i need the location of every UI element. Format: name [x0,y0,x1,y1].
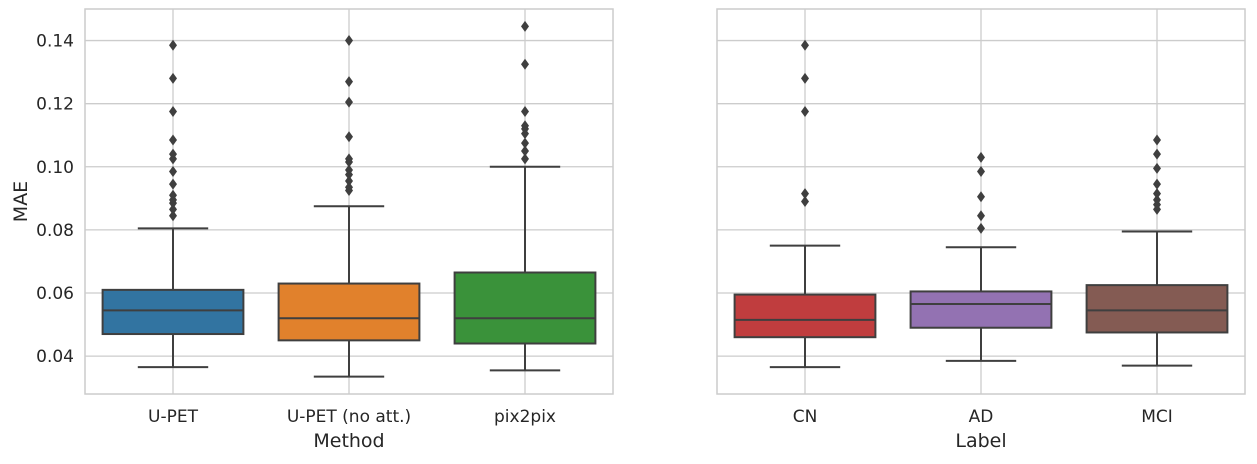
box-iqr [1085,284,1229,334]
outlier-point [521,58,529,70]
outlier-point [521,137,529,149]
y-tick-label: 0.14 [36,32,74,52]
outlier-point [345,96,353,108]
outlier-point [1153,178,1161,190]
outlier-point [1153,162,1161,174]
box-mci [1085,134,1229,367]
chart-panel-1: 0.04 0.06 0.08 0.10 0.12 0.14 U-PET U-PET (no a… [10,8,614,452]
y-tick-label: 0.06 [36,284,74,304]
outlier-point [977,222,985,234]
x-tick-label: pix2pix [494,407,556,427]
y-tick-label: 0.10 [36,158,74,178]
x-tick-label: U-PET (no att.) [287,407,411,427]
y-tick-label: 0.12 [36,95,74,115]
outlier-point [169,134,177,146]
outlier-point [345,181,353,193]
box-iqr [909,290,1053,329]
outlier-point [345,35,353,47]
box-iqr [733,293,877,339]
outlier-point [801,39,809,51]
box-u-pet [101,39,245,369]
outlier-point [521,106,529,118]
outlier-point [521,145,529,157]
outlier-point [169,148,177,160]
outlier-point [169,106,177,118]
x-tick-label: U-PET [148,407,199,427]
outlier-point [1153,194,1161,206]
outlier-point [521,120,529,132]
box-pix2pix [453,20,597,372]
x-axis-title: Label [955,430,1006,452]
x-axis-title: Method [313,430,384,452]
box-cn [733,39,877,369]
outlier-point [521,153,529,165]
outlier-point [169,210,177,222]
outlier-point [1153,188,1161,200]
outlier-point [345,164,353,176]
outlier-point [169,166,177,178]
outlier-point [977,151,985,163]
x-tick-label: MCI [1141,407,1173,427]
outlier-point [801,106,809,118]
x-tick-label: AD [969,407,994,427]
box-iqr [277,282,421,342]
outlier-point [169,72,177,84]
chart-panel-2: CN AD MCI Label [716,8,1246,452]
outlier-point [169,203,177,215]
outlier-point [1153,148,1161,160]
outlier-point [977,166,985,178]
outlier-point [801,196,809,207]
outlier-point [521,20,529,32]
outlier-point [801,188,809,200]
plot-frame [716,8,1246,395]
x-tick-label: CN [793,407,818,427]
outlier-point [169,189,177,201]
y-tick-label: 0.08 [36,221,74,241]
box-u-pet-no-att- [277,35,421,378]
outlier-point [345,175,353,187]
outlier-point [169,178,177,190]
plot-frame [84,8,614,395]
outlier-point [345,131,353,143]
outlier-point [169,39,177,51]
outlier-point [977,210,985,222]
box-iqr [101,288,245,336]
y-axis-title: MAE [10,181,32,222]
outlier-point [345,76,353,88]
box-ad [909,151,1053,362]
box-iqr [453,271,597,345]
outlier-point [1153,134,1161,146]
outlier-point [977,191,985,203]
y-tick-label: 0.04 [36,347,74,367]
outlier-point [801,72,809,84]
outlier-point [345,153,353,165]
